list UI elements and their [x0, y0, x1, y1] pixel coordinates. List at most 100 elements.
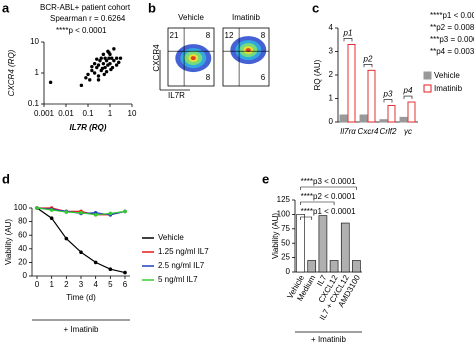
bar	[387, 105, 396, 123]
quadrant-label: 6	[261, 73, 266, 82]
point	[123, 270, 127, 275]
y-tick-label: 0	[286, 267, 291, 276]
x-tick-label: 0.1	[82, 109, 94, 118]
axis-arrow	[159, 50, 190, 91]
y-tick-label: 75	[281, 224, 290, 233]
bar	[399, 116, 408, 123]
point	[48, 80, 53, 85]
panel-letter: b	[148, 0, 156, 15]
annotation: ****p < 0.0001	[56, 26, 107, 35]
point	[84, 76, 88, 80]
point	[79, 210, 83, 215]
point	[49, 208, 54, 212]
annotation: p1	[343, 29, 353, 38]
y-axis-label: Viability (AU)	[271, 213, 280, 259]
point	[101, 52, 106, 57]
bar	[307, 260, 317, 273]
x-tick-label: γc	[404, 127, 412, 136]
point	[101, 61, 106, 66]
y-tick-label: 0.1	[28, 99, 40, 108]
legend-label: Vehicle	[434, 71, 460, 80]
plot-title: Vehicle	[178, 13, 204, 22]
x-tick-label: 0.01	[58, 109, 74, 118]
bracket	[363, 64, 373, 68]
point	[86, 72, 90, 77]
point	[92, 61, 97, 66]
point	[110, 56, 114, 60]
x-tick-label: 6	[123, 280, 128, 289]
y-tick-label: 100	[14, 203, 28, 212]
legend-label: Imatinib	[434, 84, 463, 93]
panel-letter: c	[312, 0, 319, 15]
legend-label: 2.5 ng/ml IL7	[158, 261, 205, 270]
x-tick-label: Cxcr4	[358, 127, 379, 136]
annotation: ****p2 < 0.0001	[301, 192, 356, 201]
bar	[339, 114, 348, 123]
annotation: ****p3 < 0.0001	[301, 177, 356, 186]
x-axis-label: Time (d)	[66, 293, 96, 302]
bar	[347, 44, 356, 123]
x-tick-label: 1	[108, 109, 113, 118]
y-axis-label: CXCR4 (RQ)	[7, 49, 16, 96]
point	[118, 56, 123, 60]
footer: + Imatinib	[64, 325, 99, 334]
bar	[352, 260, 361, 273]
y-tick-label: 0	[23, 271, 28, 280]
y-tick-label: 100	[277, 210, 291, 219]
point	[96, 74, 101, 78]
flow-plot	[222, 27, 270, 87]
point	[102, 72, 106, 77]
bracket	[300, 201, 335, 205]
x-tick-label: 0	[35, 280, 40, 289]
point	[109, 67, 113, 72]
bar	[318, 215, 328, 273]
point	[79, 250, 83, 254]
point	[112, 58, 116, 63]
stat-label: **p2 = 0.0080	[430, 23, 474, 32]
point	[104, 58, 109, 63]
annotation: p3	[383, 90, 393, 99]
point	[108, 267, 113, 272]
point	[88, 78, 92, 82]
point	[90, 68, 94, 73]
bar	[359, 114, 368, 123]
y-tick-label: 10	[30, 37, 39, 46]
y-tick-label: 1	[35, 68, 40, 77]
y-tick-label: 20	[18, 258, 27, 267]
legend-label: 1.25 ng/ml IL7	[158, 247, 209, 256]
point	[49, 216, 54, 220]
quadrant-label: 8	[206, 31, 211, 40]
point	[114, 56, 119, 60]
y-tick-label: 4	[329, 23, 334, 32]
y-tick-label: 0	[329, 117, 334, 126]
y-tick-label: 50	[281, 238, 290, 247]
bar	[367, 69, 376, 123]
legend-label: 5 ng/ml IL7	[158, 275, 198, 284]
point	[103, 56, 107, 60]
x-tick-label: Il7rα	[340, 127, 356, 136]
chart-title: BCR-ABL+ patient cohort	[40, 3, 131, 12]
x-tick-label: 5	[108, 280, 113, 289]
y-axis-label: Viability (AU)	[4, 219, 13, 265]
point	[108, 61, 112, 66]
annotation: p2	[363, 54, 373, 63]
quadrant-label: 21	[170, 31, 179, 40]
y-tick-label: 60	[18, 230, 27, 239]
point	[90, 64, 94, 69]
x-tick-label: 10	[128, 109, 137, 118]
x-tick-label: 2	[64, 280, 69, 289]
point	[114, 63, 119, 67]
point	[117, 60, 121, 65]
x-tick-label: 4	[93, 280, 98, 289]
footer: + Imatinib	[311, 335, 346, 344]
annotation: p4	[403, 86, 413, 95]
x-tick-label: 3	[79, 280, 84, 289]
point	[96, 63, 101, 67]
bar	[329, 260, 339, 273]
point	[112, 47, 116, 51]
point	[79, 83, 84, 88]
x-tick-label: 1	[49, 280, 54, 289]
point	[107, 56, 111, 60]
bracket	[300, 186, 357, 190]
